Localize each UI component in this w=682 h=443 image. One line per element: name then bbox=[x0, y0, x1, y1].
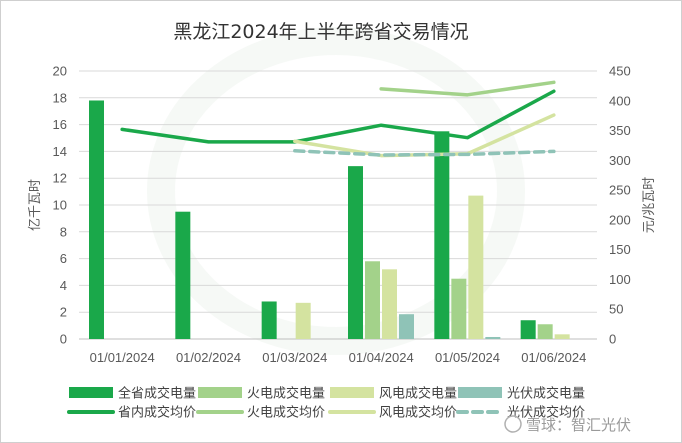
gridlines bbox=[79, 70, 597, 340]
bar-series-group bbox=[89, 100, 570, 339]
legend-label: 光伏成交电量 bbox=[507, 386, 585, 402]
bar bbox=[485, 336, 501, 339]
legend-swatch bbox=[198, 387, 242, 398]
left-axis-ticks: 0 2 4 6 8 10 12 14 16 18 20 bbox=[53, 64, 67, 347]
bar bbox=[537, 324, 553, 339]
chart-title: 黑龙江2024年上半年跨省交易情况 bbox=[173, 21, 468, 43]
x-tick-label: 01/01/2024 bbox=[90, 350, 155, 365]
bar bbox=[468, 195, 484, 339]
bar bbox=[520, 320, 536, 339]
background-decoration bbox=[147, 27, 525, 355]
watermark: 雪球：智汇光伏 bbox=[504, 415, 631, 434]
legend-swatch bbox=[458, 387, 502, 398]
line-series bbox=[120, 89, 556, 144]
right-tick-label: 50 bbox=[609, 302, 623, 317]
left-tick-label: 4 bbox=[60, 278, 67, 293]
legend-label: 风电成交均价 bbox=[379, 405, 457, 421]
legend-label: 光伏成交均价 bbox=[507, 405, 585, 421]
x-tick-label: 01/05/2024 bbox=[435, 350, 500, 365]
bar bbox=[382, 269, 397, 339]
right-tick-label: 250 bbox=[609, 183, 631, 198]
right-tick-label: 150 bbox=[609, 242, 631, 257]
right-tick-label: 350 bbox=[609, 123, 631, 138]
right-tick-label: 400 bbox=[609, 93, 631, 108]
watermark-logo-icon bbox=[504, 415, 522, 433]
bar bbox=[554, 334, 570, 339]
right-tick-label: 450 bbox=[609, 64, 631, 79]
left-axis-label: 亿千瓦时 bbox=[28, 179, 43, 231]
left-tick-label: 14 bbox=[53, 144, 67, 159]
line-series bbox=[293, 149, 556, 157]
legend-label: 风电成交电量 bbox=[379, 386, 457, 402]
right-tick-label: 100 bbox=[609, 272, 631, 287]
left-tick-label: 20 bbox=[53, 64, 67, 79]
watermark-text: 雪球：智汇光伏 bbox=[526, 416, 631, 434]
bar bbox=[365, 261, 380, 339]
left-tick-label: 2 bbox=[60, 305, 67, 320]
bar bbox=[451, 278, 467, 339]
left-tick-label: 6 bbox=[60, 251, 67, 266]
line-series-group bbox=[120, 80, 556, 158]
left-tick-label: 16 bbox=[53, 117, 67, 132]
x-tick-label: 01/06/2024 bbox=[521, 350, 586, 365]
bar bbox=[89, 100, 104, 339]
legend-label: 火电成交均价 bbox=[247, 405, 325, 421]
legend-label: 火电成交电量 bbox=[247, 386, 325, 402]
left-tick-label: 18 bbox=[53, 90, 67, 105]
bar bbox=[434, 131, 450, 339]
right-tick-label: 200 bbox=[609, 212, 631, 227]
bar bbox=[399, 314, 414, 339]
legend-label: 全省成交电量 bbox=[118, 386, 196, 402]
x-tick-label: 01/03/2024 bbox=[262, 350, 327, 365]
right-axis-ticks: 0 50 100 150 200 250 300 350 400 450 bbox=[609, 64, 631, 347]
legend-label: 省内成交均价 bbox=[118, 405, 196, 421]
left-tick-label: 10 bbox=[53, 198, 67, 213]
bar bbox=[348, 166, 363, 339]
legend-swatch bbox=[69, 387, 113, 398]
left-tick-label: 0 bbox=[60, 332, 67, 347]
right-tick-label: 300 bbox=[609, 153, 631, 168]
legend-swatch bbox=[330, 387, 374, 398]
right-tick-label: 0 bbox=[609, 332, 616, 347]
x-tick-label: 01/04/2024 bbox=[349, 350, 414, 365]
bar bbox=[175, 211, 191, 339]
left-tick-label: 12 bbox=[53, 171, 67, 186]
x-tick-label: 01/02/2024 bbox=[176, 350, 241, 365]
left-tick-label: 8 bbox=[60, 224, 67, 239]
line-series bbox=[379, 80, 556, 97]
bar bbox=[261, 301, 277, 339]
right-axis-label: 元/兆瓦时 bbox=[642, 177, 657, 233]
x-axis-ticks: 01/01/2024 01/02/2024 01/03/2024 01/04/2024… bbox=[90, 350, 587, 365]
bar bbox=[295, 302, 311, 339]
